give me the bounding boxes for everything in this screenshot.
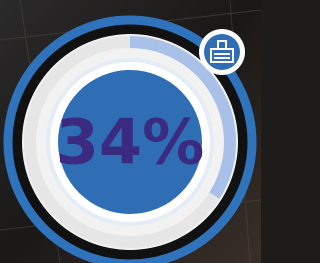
- page: 34% (() => { const data = JSON.parse(doc…: [0, 0, 261, 263]
- value-label: 34%: [56, 106, 204, 179]
- icon: [199, 29, 245, 75]
- chart: 34%: [0, 0, 261, 263]
